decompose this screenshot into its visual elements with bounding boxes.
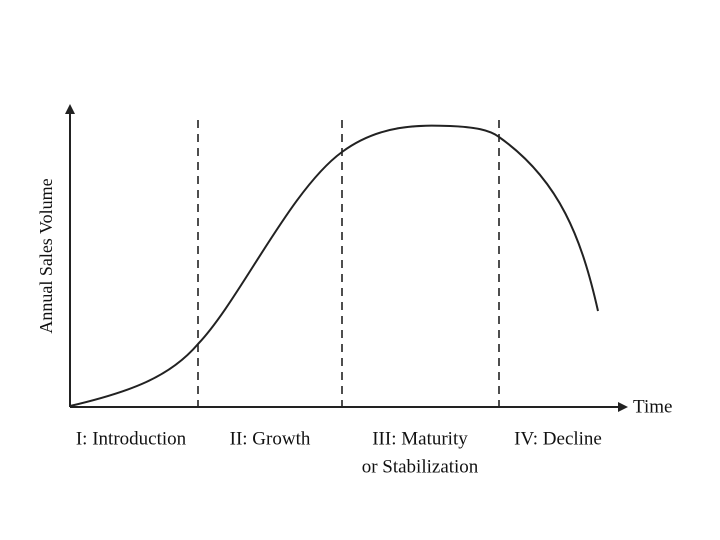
- stage-label: II: Growth: [230, 428, 311, 449]
- x-axis-label: Time: [633, 396, 672, 417]
- stage-label: IV: Decline: [514, 428, 602, 449]
- y-axis-label: Annual Sales Volume: [36, 178, 56, 333]
- stage-label: I: Introduction: [76, 428, 187, 449]
- life-cycle-curve: [69, 124, 599, 407]
- stage-label: III: Maturity: [372, 428, 468, 449]
- stage-label: or Stabilization: [362, 456, 479, 477]
